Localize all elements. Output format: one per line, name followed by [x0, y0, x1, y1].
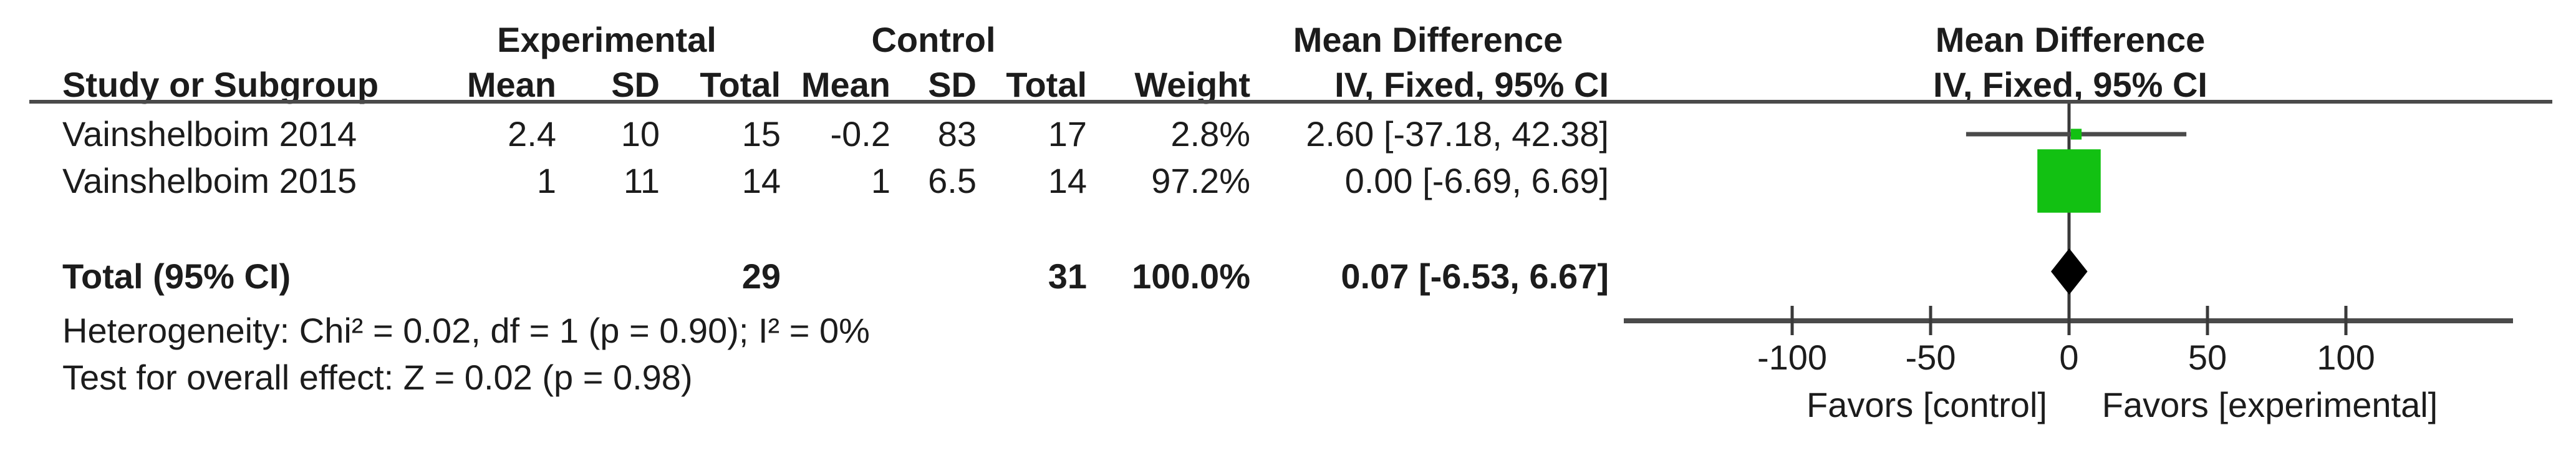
weight-square — [2070, 129, 2082, 140]
header-weight: Weight — [1134, 65, 1250, 104]
ctrl-total-value: 14 — [1048, 161, 1087, 200]
ci-value: 2.60 [-37.18, 42.38] — [1306, 114, 1609, 154]
overall-effect-line: Test for overall effect: Z = 0.02 (p = 0… — [62, 358, 693, 397]
exp-sd-value: 11 — [623, 161, 660, 200]
weight-value: 97.2% — [1151, 161, 1250, 200]
ctrl-mean-value: -0.2 — [830, 114, 891, 154]
total-label: Total (95% CI) — [62, 257, 291, 296]
header-mean-difference-table: Mean Difference — [1293, 20, 1563, 59]
heterogeneity-line: Heterogeneity: Chi² = 0.02, df = 1 (p = … — [62, 311, 870, 350]
header-iv-fixed-ci-plot: IV, Fixed, 95% CI — [1933, 65, 2207, 104]
header-exp-mean: Mean — [466, 65, 556, 104]
exp-total-value: 15 — [741, 114, 781, 154]
tick-label: -100 — [1757, 338, 1827, 377]
ctrl-mean-value: 1 — [871, 161, 890, 200]
header-study-or-subgroup: Study or Subgroup — [62, 65, 379, 104]
weight-value: 2.8% — [1170, 114, 1250, 154]
exp-mean-value: 2.4 — [508, 114, 556, 154]
header-mean-difference-plot: Mean Difference — [1935, 20, 2206, 59]
header-exp-total: Total — [700, 65, 781, 104]
favors-left-label: Favors [control] — [1807, 385, 2047, 424]
header-experimental-group: Experimental — [497, 20, 716, 59]
header-iv-fixed-ci-table: IV, Fixed, 95% CI — [1334, 65, 1609, 104]
weight-square — [2037, 149, 2101, 213]
ctrl-sd-value: 83 — [937, 114, 977, 154]
exp-mean-value: 1 — [536, 161, 556, 200]
total-ctrl-total: 31 — [1048, 257, 1087, 296]
total-diamond — [2051, 248, 2088, 295]
ctrl-total-value: 17 — [1048, 114, 1087, 154]
header-control-group: Control — [871, 20, 996, 59]
total-exp-total: 29 — [741, 257, 781, 296]
tick-label: 50 — [2188, 338, 2227, 377]
study-name: Vainshelboim 2015 — [62, 161, 357, 200]
total-ci: 0.07 [-6.53, 6.67] — [1341, 257, 1609, 296]
exp-total-value: 14 — [741, 161, 781, 200]
header-ctrl-sd: SD — [928, 65, 977, 104]
ci-value: 0.00 [-6.69, 6.69] — [1344, 161, 1609, 200]
header-ctrl-total: Total — [1006, 65, 1087, 104]
tick-label: 100 — [2317, 338, 2375, 377]
exp-sd-value: 10 — [620, 114, 660, 154]
header-underline — [29, 100, 2552, 104]
header-ctrl-mean: Mean — [801, 65, 890, 104]
total-weight: 100.0% — [1132, 257, 1250, 296]
tick-label: 0 — [2059, 338, 2078, 377]
favors-right-label: Favors [experimental] — [2102, 385, 2438, 424]
tick-label: -50 — [1906, 338, 1956, 377]
header-exp-sd: SD — [611, 65, 660, 104]
study-name: Vainshelboim 2014 — [62, 114, 357, 154]
ctrl-sd-value: 6.5 — [928, 161, 977, 200]
